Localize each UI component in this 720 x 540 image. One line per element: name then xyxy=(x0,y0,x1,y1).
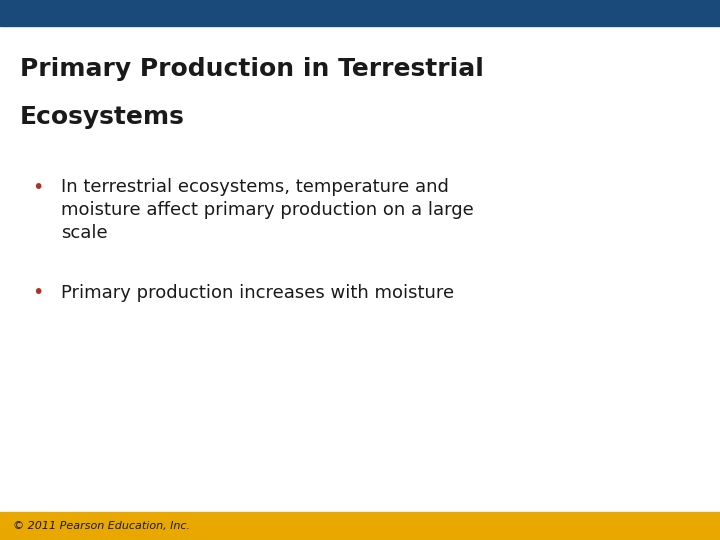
Text: •: • xyxy=(32,284,44,302)
Text: Ecosystems: Ecosystems xyxy=(20,105,185,129)
Text: •: • xyxy=(32,178,44,197)
Text: Primary production increases with moisture: Primary production increases with moistu… xyxy=(61,284,454,301)
Bar xyxy=(0,0,720,26)
Text: In terrestrial ecosystems, temperature and
moisture affect primary production on: In terrestrial ecosystems, temperature a… xyxy=(61,178,474,242)
Text: Primary Production in Terrestrial: Primary Production in Terrestrial xyxy=(20,57,484,80)
Text: © 2011 Pearson Education, Inc.: © 2011 Pearson Education, Inc. xyxy=(13,521,190,531)
Bar xyxy=(0,512,720,540)
